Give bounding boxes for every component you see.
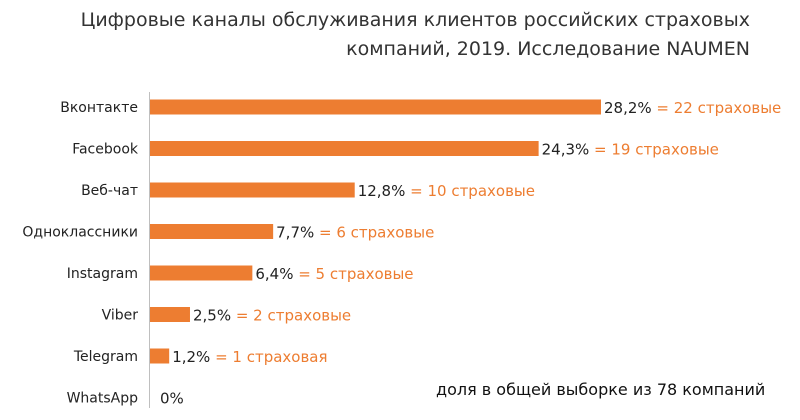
bar-3 <box>150 224 274 239</box>
category-label-2: Веб-чат <box>81 183 138 199</box>
data-label-4: 6,4% = 5 страховые <box>255 265 413 283</box>
category-label-4: Instagram <box>67 266 138 282</box>
value-label-6: 1,2% <box>172 348 210 366</box>
value-label-4: 6,4% <box>255 265 293 283</box>
value-label-7: 0% <box>160 390 184 408</box>
bar-2 <box>150 182 355 198</box>
category-label-0: Вконтакте <box>60 100 138 116</box>
bar-1 <box>150 141 539 156</box>
value-label-2: 12,8% <box>358 182 406 200</box>
data-label-2: 12,8% = 10 страховые <box>358 182 535 200</box>
category-label-7: WhatsApp <box>67 391 139 407</box>
bar-5 <box>150 307 190 322</box>
value-label-0: 28,2% <box>604 99 652 117</box>
bar-0 <box>150 99 601 115</box>
value-label-3: 7,7% <box>276 224 314 242</box>
category-label-1: Facebook <box>72 142 139 158</box>
chart-footnote: доля в общей выборке из 78 компаний <box>436 380 766 399</box>
count-label-0: = 22 страховые <box>652 99 782 117</box>
count-label-4: = 5 страховые <box>293 265 413 283</box>
chart-title: Цифровые каналы обслуживания клиентов ро… <box>60 6 750 64</box>
data-label-3: 7,7% = 6 страховые <box>276 224 434 242</box>
count-label-6: = 1 страховая <box>210 348 327 366</box>
count-label-2: = 10 страховые <box>405 182 535 200</box>
chart-title-line-1: Цифровые каналы обслуживания клиентов ро… <box>80 9 750 31</box>
data-label-5: 2,5% = 2 страховые <box>193 307 351 325</box>
chart-title-line-2: компаний, 2019. Исследование NAUMEN <box>346 38 750 60</box>
bar-6 <box>150 348 170 364</box>
category-label-6: Telegram <box>73 349 138 365</box>
category-label-3: Одноклассники <box>22 225 138 241</box>
bar-4 <box>150 265 253 281</box>
data-label-1: 24,3% = 19 страховые <box>542 141 719 159</box>
data-label-6: 1,2% = 1 страховая <box>172 348 327 366</box>
data-label-7: 0% <box>160 390 184 408</box>
value-label-1: 24,3% <box>542 141 590 159</box>
count-label-5: = 2 страховые <box>231 307 351 325</box>
data-label-0: 28,2% = 22 страховые <box>604 99 781 117</box>
value-label-5: 2,5% <box>193 307 231 325</box>
count-label-1: = 19 страховые <box>589 141 719 159</box>
count-label-3: = 6 страховые <box>314 224 434 242</box>
category-label-5: Viber <box>102 308 139 324</box>
